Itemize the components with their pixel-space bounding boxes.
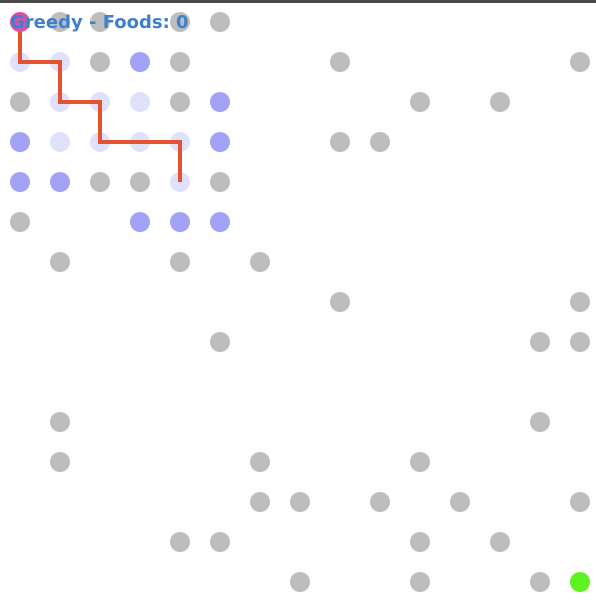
obstacle-cell bbox=[490, 532, 510, 552]
frontier-cell bbox=[130, 212, 150, 232]
frontier-cell bbox=[210, 92, 230, 112]
obstacle-cell bbox=[210, 332, 230, 352]
obstacle-cell bbox=[370, 132, 390, 152]
obstacle-cell bbox=[570, 52, 590, 72]
obstacle-cell bbox=[570, 292, 590, 312]
obstacle-cell bbox=[250, 252, 270, 272]
obstacle-cell bbox=[210, 12, 230, 32]
obstacle-cell bbox=[410, 452, 430, 472]
frontier-cell bbox=[130, 52, 150, 72]
obstacle-cell bbox=[490, 92, 510, 112]
obstacle-cell bbox=[50, 412, 70, 432]
obstacle-cell bbox=[530, 572, 550, 592]
obstacle-cell bbox=[410, 92, 430, 112]
visited-cell bbox=[130, 92, 150, 112]
obstacle-cell bbox=[130, 172, 150, 192]
frontier-cell bbox=[10, 132, 30, 152]
status-title: Greedy - Foods: 0 bbox=[10, 12, 189, 33]
frontier-cell bbox=[210, 212, 230, 232]
obstacle-cell bbox=[410, 532, 430, 552]
obstacle-cell bbox=[10, 212, 30, 232]
obstacle-cell bbox=[330, 132, 350, 152]
obstacle-cell bbox=[330, 292, 350, 312]
food-target bbox=[570, 572, 590, 592]
obstacle-cell bbox=[530, 412, 550, 432]
obstacle-cell bbox=[450, 492, 470, 512]
visited-cell bbox=[50, 132, 70, 152]
obstacle-cell bbox=[210, 532, 230, 552]
frontier-cell bbox=[50, 172, 70, 192]
obstacle-cell bbox=[530, 332, 550, 352]
obstacle-cell bbox=[330, 52, 350, 72]
obstacle-cell bbox=[290, 492, 310, 512]
frontier-cell bbox=[210, 132, 230, 152]
obstacle-cell bbox=[90, 52, 110, 72]
search-path bbox=[20, 22, 180, 182]
obstacle-cell bbox=[290, 572, 310, 592]
obstacle-cell bbox=[50, 252, 70, 272]
obstacle-cell bbox=[170, 52, 190, 72]
obstacle-cell bbox=[570, 492, 590, 512]
obstacle-cell bbox=[250, 492, 270, 512]
obstacle-cell bbox=[570, 332, 590, 352]
obstacle-cell bbox=[90, 172, 110, 192]
obstacle-cell bbox=[370, 492, 390, 512]
obstacle-cell bbox=[50, 452, 70, 472]
obstacle-cell bbox=[410, 572, 430, 592]
obstacle-cell bbox=[170, 532, 190, 552]
frontier-cell bbox=[10, 172, 30, 192]
obstacle-cell bbox=[250, 452, 270, 472]
obstacle-cell bbox=[170, 92, 190, 112]
obstacle-cell bbox=[170, 252, 190, 272]
obstacle-cell bbox=[210, 172, 230, 192]
obstacle-cell bbox=[10, 92, 30, 112]
frontier-cell bbox=[170, 212, 190, 232]
